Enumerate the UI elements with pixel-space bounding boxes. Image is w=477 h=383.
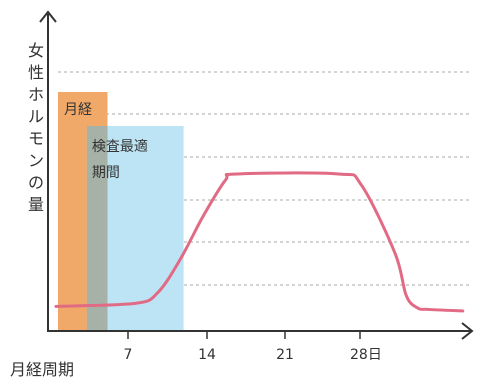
y-axis-label: 女性ホルモンの量 [27, 41, 44, 214]
band-label-test-period-line2: 期間 [92, 165, 120, 181]
x-tick-label-2: 21 [276, 347, 294, 363]
band-overlap [86, 126, 108, 330]
band-label-menstruation: 月経 [64, 102, 92, 118]
x-tick-label-0: 7 [124, 347, 133, 363]
x-axis-arrow [461, 322, 474, 340]
series-line-0 [54, 171, 465, 313]
x-tick-labels: 7 14 21 28日 [124, 331, 382, 363]
y-axis-arrow [39, 10, 57, 23]
axes [39, 10, 474, 340]
series-lines [54, 171, 465, 313]
x-tick-label-1: 14 [198, 347, 216, 363]
band-label-test-period-line1: 検査最適 [92, 138, 148, 155]
x-tick-label-3: 28日 [350, 347, 382, 363]
x-axis-label: 月経周期 [10, 360, 75, 379]
